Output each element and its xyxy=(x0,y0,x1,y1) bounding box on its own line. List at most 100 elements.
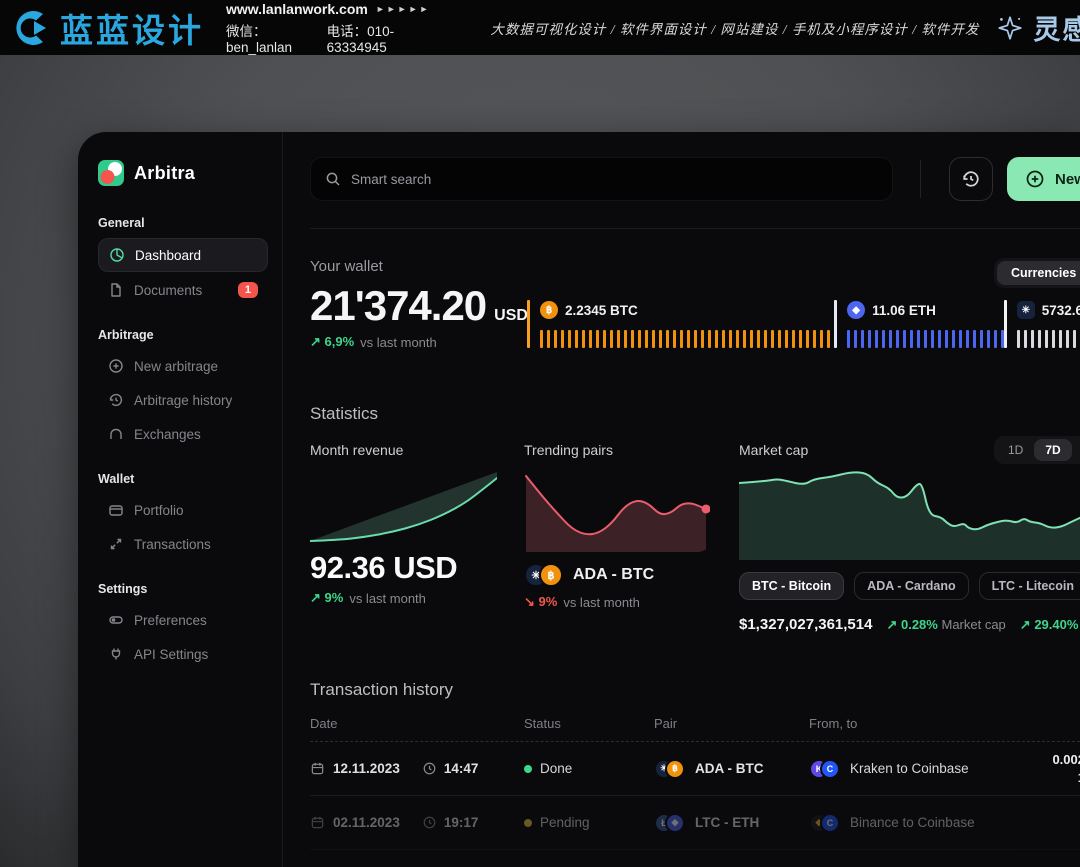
wallet-section: Your wallet Currencies Exchanges 21'374.… xyxy=(310,258,1080,370)
eth-amount: 11.06 ETH xyxy=(872,302,936,318)
table-row[interactable]: 29.10.2023 04:23 Done ✳฿ ADA - BTC KC Kr… xyxy=(310,850,1080,867)
history-icon xyxy=(108,392,124,408)
wallet-currency: USD xyxy=(494,307,528,324)
sidebar-section-wallet: Wallet Portfolio Transactions xyxy=(98,472,268,560)
month-revenue-card: Month revenue 92.36 USD ↗ 9% vs last mon… xyxy=(310,442,497,606)
pair-coins: ✳ ฿ xyxy=(654,758,685,779)
tx-fromto: Binance to Coinbase xyxy=(850,815,975,830)
section-title: Arbitrage xyxy=(98,328,154,342)
btc-coin-icon: ฿ xyxy=(539,563,563,587)
history-button[interactable] xyxy=(949,157,993,201)
month-revenue-chart xyxy=(310,470,497,544)
arrows-decor: ►►►►► xyxy=(375,3,431,14)
sidebar-item-documents[interactable]: Documents 1 xyxy=(98,274,268,306)
ada-icon: ✳ xyxy=(1016,301,1035,319)
pill-ltc-litecoin[interactable]: LTC - Litecoin xyxy=(978,572,1080,600)
period-1m[interactable]: 1M xyxy=(1072,439,1080,461)
document-icon xyxy=(108,282,124,298)
sidebar-item-label: Dashboard xyxy=(135,247,202,263)
transaction-table-header: Date Status Pair From, to xyxy=(310,716,1080,742)
period-toggle: 1D 7D 1M xyxy=(994,436,1080,464)
table-row[interactable]: 02.11.2023 19:17 Pending Ł ◆ LTC - ETH ◆ C… xyxy=(310,796,1080,850)
col-pair: Pair xyxy=(654,716,678,731)
col-date: Date xyxy=(310,716,338,731)
sidebar-item-dashboard[interactable]: Dashboard xyxy=(98,238,268,272)
exchange-icons: ◆ C xyxy=(809,812,840,833)
segment-divider-bar xyxy=(834,300,838,348)
app-logo: Arbitra xyxy=(98,160,268,186)
section-title: Settings xyxy=(98,582,148,596)
section-title: Wallet xyxy=(98,472,135,486)
btc-coin-icon: ฿ xyxy=(665,758,685,779)
period-1d[interactable]: 1D xyxy=(1008,443,1024,457)
volume-change: ↗ 29.40% Volume (24h) xyxy=(1019,616,1079,632)
market-cap-change: ↗ 0.28% Market cap xyxy=(886,616,1006,632)
month-revenue-label: Month revenue xyxy=(310,442,404,458)
pair-coins: ✳ ฿ xyxy=(524,563,563,587)
coinbase-icon: C xyxy=(820,812,840,833)
sidebar-section-general: General Dashboard Documents 1 xyxy=(98,216,268,306)
eth-icon: ◆ xyxy=(847,301,866,319)
transaction-history-section: Transaction history Date Status Pair Fro… xyxy=(310,680,1080,867)
view-option-currencies[interactable]: Currencies xyxy=(997,261,1080,285)
calendar-icon xyxy=(310,815,325,830)
wallet-change-suffix: vs last month xyxy=(360,334,437,350)
tx-status: Done xyxy=(540,761,573,776)
sidebar-item-new-arbitrage[interactable]: New arbitrage xyxy=(98,350,268,382)
wechat-id: 微信：ben_lanlan xyxy=(226,23,293,55)
arbitra-app-window: Arbitra General Dashboard Documents 1 Ar… xyxy=(78,132,1080,867)
arbitra-logo-icon xyxy=(98,160,124,186)
desktop-background: Arbitra General Dashboard Documents 1 Ar… xyxy=(0,55,1080,867)
segment-divider-bar xyxy=(1003,300,1007,348)
documents-badge: 1 xyxy=(237,282,258,298)
sidebar-item-transactions[interactable]: Transactions xyxy=(98,528,268,560)
search-input[interactable] xyxy=(351,171,878,187)
tx-amount: 0.0021 xyxy=(1052,751,1080,785)
plus-circle-icon xyxy=(108,358,124,374)
tx-status: Pending xyxy=(540,815,590,830)
tx-pair: LTC - ETH xyxy=(695,815,760,830)
market-cap-card: Market cap 1D 7D 1M BTC - Bitcoin ADA - … xyxy=(739,436,1080,633)
sidebar-item-exchanges[interactable]: Exchanges xyxy=(98,418,268,450)
segment-divider-bar xyxy=(527,300,530,348)
wallet-change: ↗ 6,9% xyxy=(310,334,355,349)
promo-banner: 蓝蓝设计 www.lanlanwork.com ►►►►► 微信：ben_lan… xyxy=(0,0,1080,55)
btc-bars xyxy=(540,328,835,348)
tx-time: 19:17 xyxy=(443,815,479,830)
transaction-history-title: Transaction history xyxy=(310,680,453,699)
topbar-divider xyxy=(920,160,921,198)
wallet-balance: 21'374.20 xyxy=(310,282,487,329)
pair-coins: Ł ◆ xyxy=(654,812,685,833)
eth-bars xyxy=(847,328,1004,348)
clock-icon xyxy=(422,815,437,830)
brand-name: 蓝蓝设计 xyxy=(60,11,204,49)
toggle-icon xyxy=(108,612,124,628)
sidebar-section-settings: Settings Preferences API Settings xyxy=(98,582,268,670)
statistics-title: Statistics xyxy=(310,404,379,423)
new-arbitrage-button[interactable]: New arbitrage xyxy=(1007,157,1080,201)
sidebar-item-portfolio[interactable]: Portfolio xyxy=(98,494,268,526)
sidebar-item-label: Arbitrage history xyxy=(134,392,233,408)
pill-ada-cardano[interactable]: ADA - Cardano xyxy=(854,572,969,600)
website-url: www.lanlanwork.com xyxy=(226,0,368,17)
pill-btc-bitcoin[interactable]: BTC - Bitcoin xyxy=(739,572,845,600)
sidebar-item-preferences[interactable]: Preferences xyxy=(98,604,268,636)
sidebar-item-arbitrage-history[interactable]: Arbitrage history xyxy=(98,384,268,416)
tx-pair: ADA - BTC xyxy=(695,761,764,776)
month-revenue-value: 92.36 USD xyxy=(310,550,458,585)
wallet-title: Your wallet xyxy=(310,258,383,275)
status-dot-done xyxy=(524,764,532,773)
period-7d[interactable]: 7D xyxy=(1034,439,1072,461)
topbar: New arbitrage xyxy=(310,157,1080,201)
new-arbitrage-label: New arbitrage xyxy=(1055,170,1080,188)
sidebar-item-label: Preferences xyxy=(134,612,207,628)
col-status: Status xyxy=(524,716,561,731)
sidebar-section-arbitrage: Arbitrage New arbitrage Arbitrage histor… xyxy=(98,328,268,450)
col-fromto: From, to xyxy=(809,716,858,731)
sidebar-item-api-settings[interactable]: API Settings xyxy=(98,638,268,670)
collect-logo: 灵感收集 xyxy=(995,8,1080,47)
wallet-icon xyxy=(108,502,124,518)
search-bar[interactable] xyxy=(310,157,893,201)
